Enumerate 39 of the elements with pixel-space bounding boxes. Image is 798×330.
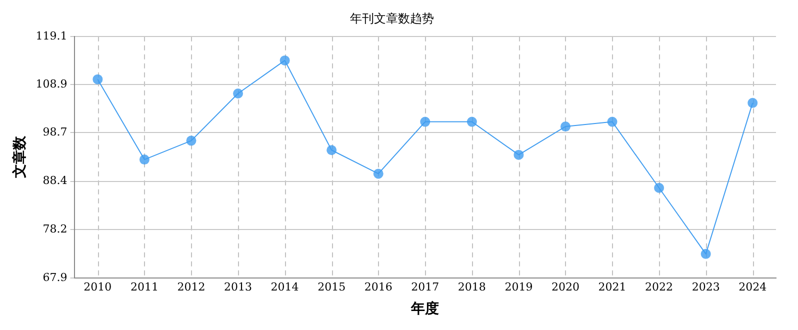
x-tick-label: 2019 <box>504 280 533 294</box>
x-axis-title: 年度 <box>410 300 440 318</box>
x-tick-label: 2012 <box>177 280 206 294</box>
y-tick-label: 98.7 <box>42 126 68 139</box>
x-tick-label: 2016 <box>364 280 392 294</box>
point <box>466 116 477 127</box>
y-tick-label: 119.1 <box>36 29 68 42</box>
point <box>560 122 570 132</box>
x-tick-label: 2015 <box>318 280 346 294</box>
x-tick-label: 2013 <box>224 280 252 294</box>
x-tick-label: 2018 <box>458 280 486 294</box>
point <box>139 154 150 165</box>
y-tick-label: 108.9 <box>36 77 68 90</box>
point <box>654 182 664 193</box>
point <box>233 88 244 98</box>
y-tick-label: 67.9 <box>42 270 68 284</box>
x-tick-label: 2021 <box>598 280 626 294</box>
point <box>186 136 196 146</box>
x-tick-label: 2011 <box>130 280 158 294</box>
point <box>280 55 290 66</box>
x-tick-label: 2014 <box>270 280 299 294</box>
point <box>373 168 384 179</box>
point <box>700 248 711 259</box>
x-tick-label: 2022 <box>645 280 674 294</box>
point <box>514 150 524 160</box>
y-tick-label: 88.4 <box>42 174 68 188</box>
point <box>607 116 618 127</box>
y-tick-label: 78.2 <box>42 222 68 236</box>
point <box>748 98 758 108</box>
x-tick-label: 2020 <box>551 280 580 294</box>
point <box>92 74 103 84</box>
x-tick-label: 2017 <box>411 280 440 294</box>
x-tick-label: 2023 <box>692 280 720 294</box>
point <box>326 145 337 156</box>
x-tick-label: 2010 <box>84 280 112 294</box>
y-axis-title: 文章数 <box>11 135 28 180</box>
chart-title: 年刊文章数趋势 <box>350 11 434 26</box>
point <box>420 116 430 127</box>
x-tick-label: 2024 <box>738 280 767 294</box>
